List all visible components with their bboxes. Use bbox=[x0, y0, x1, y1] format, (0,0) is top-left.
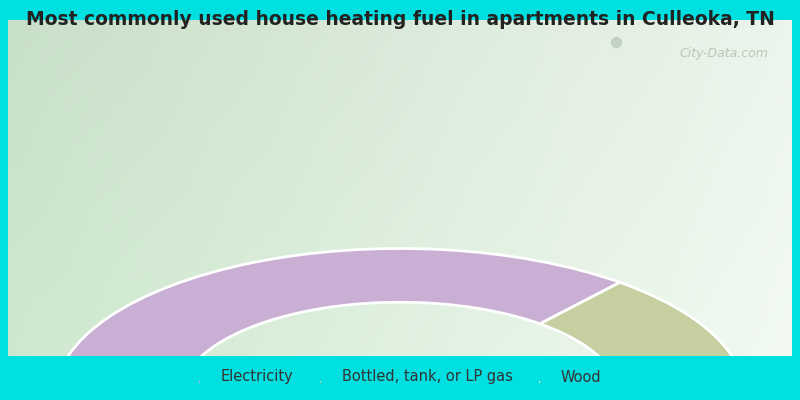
Text: Most commonly used house heating fuel in apartments in Culleoka, TN: Most commonly used house heating fuel in… bbox=[26, 10, 774, 29]
Text: City-Data.com: City-Data.com bbox=[680, 47, 769, 60]
Wedge shape bbox=[55, 248, 620, 396]
Wedge shape bbox=[540, 282, 734, 373]
Wedge shape bbox=[613, 360, 745, 396]
Legend: Electricity, Bottled, tank, or LP gas, Wood: Electricity, Bottled, tank, or LP gas, W… bbox=[193, 364, 607, 390]
